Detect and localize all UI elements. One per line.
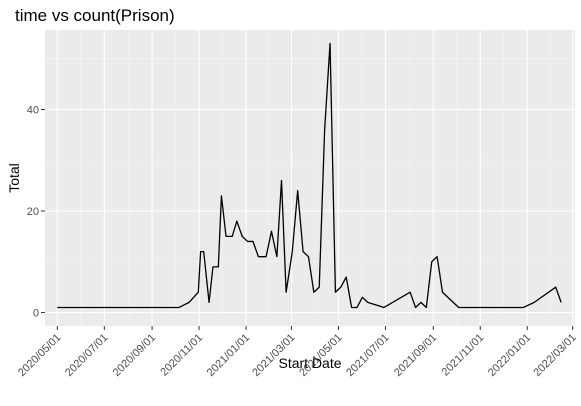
x-tick-label: 2021/09/01 xyxy=(392,332,439,379)
series-line xyxy=(57,42,562,309)
major-gridlines xyxy=(45,30,575,326)
x-tick-label: 2020/09/01 xyxy=(111,332,158,379)
y-tick-label: 20 xyxy=(27,206,39,218)
x-tick-label: 2020/07/01 xyxy=(63,332,110,379)
y-axis: 0 20 40 xyxy=(27,104,45,320)
y-tick-label: 0 xyxy=(33,308,39,320)
x-axis: 2020/05/01 2020/07/01 2020/09/01 2020/11/01… xyxy=(16,326,579,379)
x-axis-title: Start Date xyxy=(278,355,341,371)
chart-title: time vs count(Prison) xyxy=(15,6,175,25)
minor-gridlines xyxy=(45,30,575,326)
y-axis-title: Total xyxy=(6,163,22,193)
plot-panel xyxy=(45,30,575,326)
series-layer xyxy=(57,42,562,309)
y-tick-label: 40 xyxy=(27,104,39,116)
x-tick-label: 2021/01/01 xyxy=(205,332,252,379)
x-tick-label: 2021/07/01 xyxy=(344,332,391,379)
x-tick-label: 2020/05/01 xyxy=(16,332,63,379)
x-tick-label: 2020/11/01 xyxy=(158,332,205,379)
x-tick-label: 2022/03/01 xyxy=(531,332,578,379)
x-tick-label: 2022/01/01 xyxy=(486,332,533,379)
x-tick-label: 2021/11/01 xyxy=(440,332,487,379)
